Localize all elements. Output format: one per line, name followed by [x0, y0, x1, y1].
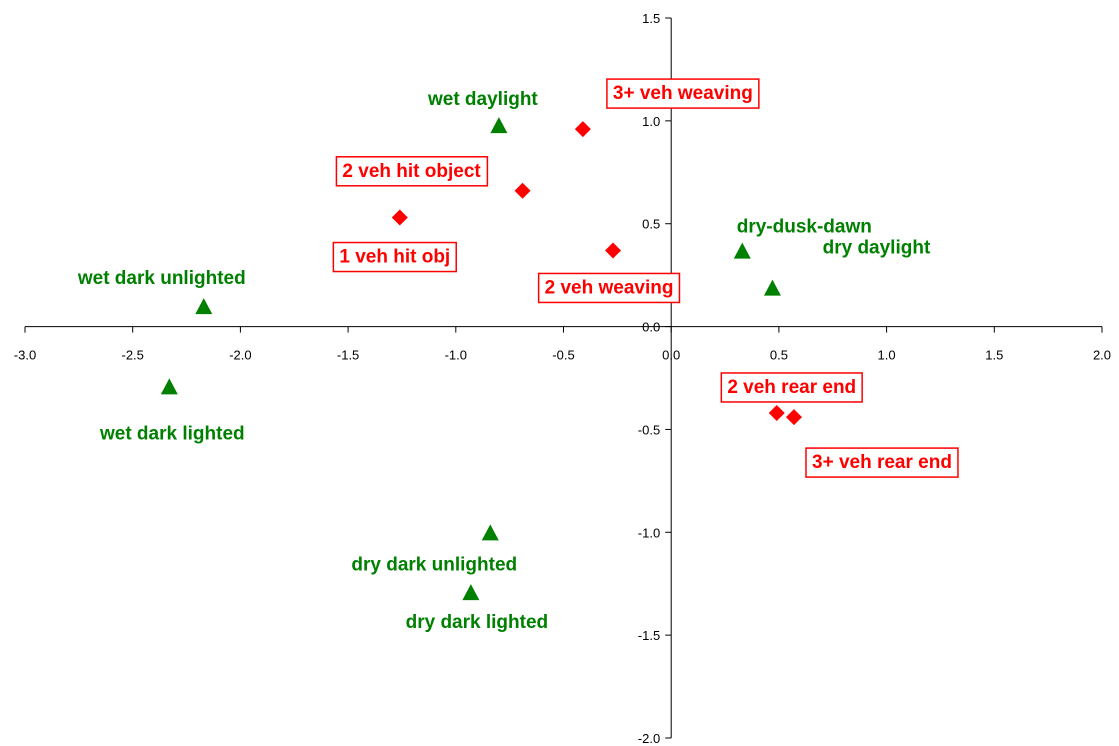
x-tick-label: 1.5 — [985, 348, 1003, 363]
x-tick-label: 0.5 — [770, 348, 788, 363]
point-label: dry-dusk-dawn — [737, 217, 872, 238]
label-box — [805, 447, 959, 478]
point-label: dry daylight — [823, 238, 931, 259]
diamond-marker — [605, 242, 622, 259]
label-box — [335, 156, 489, 187]
point-label: wet dark lighted — [99, 423, 245, 444]
y-tick-label: 0.0 — [642, 320, 660, 335]
point-label: 3+ veh rear end — [812, 452, 952, 473]
y-tick-label: -2.0 — [638, 731, 660, 746]
y-tick-label: -1.0 — [638, 525, 660, 540]
point-label: 2 veh rear end — [727, 377, 856, 398]
point-label: 3+ veh weaving — [613, 83, 753, 104]
x-tick-label: -1.0 — [445, 348, 467, 363]
y-tick-label: 1.5 — [642, 11, 660, 26]
label-box — [606, 78, 760, 109]
label-box — [537, 272, 681, 304]
x-tick-label: -1.5 — [337, 348, 359, 363]
triangle-marker — [763, 279, 781, 296]
y-tick-label: 0.5 — [642, 217, 660, 232]
data-points — [160, 117, 802, 601]
triangle-marker — [490, 117, 508, 134]
y-tick-label: -0.5 — [638, 422, 660, 437]
x-tick-label: -3.0 — [14, 348, 36, 363]
diamond-marker — [391, 209, 408, 226]
point-label: 1 veh hit obj — [339, 247, 450, 268]
y-tick-label: 1.0 — [642, 114, 660, 129]
triangle-marker — [195, 298, 213, 315]
y-tick-label: -1.5 — [638, 628, 660, 643]
point-label: 2 veh hit object — [342, 161, 481, 182]
axes: -3.0 -2.5 -2.0 -1.5 -1.0 -0.5 0.0 0.5 1.0 1.5 2.0 -… — [14, 11, 1111, 746]
label-box — [332, 241, 457, 273]
point-label: wet daylight — [427, 89, 538, 110]
triangle-marker — [462, 584, 480, 601]
diamond-marker — [574, 121, 591, 138]
point-label: 2 veh weaving — [545, 277, 674, 298]
x-tick-label: -2.5 — [121, 348, 143, 363]
triangle-marker — [733, 242, 751, 259]
diamond-marker — [768, 404, 785, 421]
x-tick-label: 2.0 — [1093, 348, 1111, 363]
point-label: dry dark unlighted — [351, 554, 517, 575]
triangle-marker — [481, 524, 499, 541]
x-tick-label: -2.0 — [229, 348, 251, 363]
label-box — [720, 372, 863, 403]
x-tick-label: -0.5 — [552, 348, 574, 363]
diamond-marker — [785, 409, 802, 426]
point-label: wet dark unlighted — [77, 268, 246, 289]
triangle-marker — [160, 378, 178, 395]
x-tick-label: 1.0 — [878, 348, 896, 363]
diamond-marker — [514, 182, 531, 199]
point-label: dry dark lighted — [406, 612, 549, 633]
x-tick-label: 0.0 — [662, 348, 680, 363]
